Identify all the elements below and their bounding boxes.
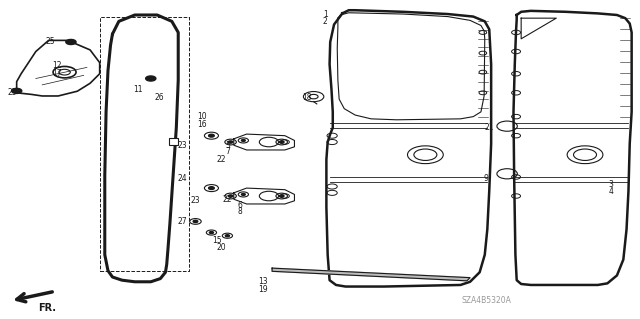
Text: 3: 3 xyxy=(608,181,613,189)
Text: 9: 9 xyxy=(484,174,488,183)
Text: 22: 22 xyxy=(223,195,232,204)
Circle shape xyxy=(241,139,245,141)
Text: 5: 5 xyxy=(225,141,230,150)
Text: 21: 21 xyxy=(484,123,494,132)
Text: 12: 12 xyxy=(52,61,61,70)
Text: 23: 23 xyxy=(178,141,188,150)
Circle shape xyxy=(241,194,245,196)
Circle shape xyxy=(193,220,198,223)
Polygon shape xyxy=(272,268,470,281)
Text: 1: 1 xyxy=(323,11,328,19)
Circle shape xyxy=(209,187,214,189)
Text: 27: 27 xyxy=(178,217,188,226)
Circle shape xyxy=(12,88,22,93)
Text: 2: 2 xyxy=(323,17,328,26)
Text: 22: 22 xyxy=(216,155,226,164)
Circle shape xyxy=(146,76,156,81)
Text: 4: 4 xyxy=(608,187,613,196)
Text: 25: 25 xyxy=(45,38,54,47)
Text: 10: 10 xyxy=(197,112,207,121)
Text: 16: 16 xyxy=(197,120,207,129)
FancyBboxPatch shape xyxy=(169,138,177,145)
Text: 23: 23 xyxy=(191,196,200,205)
Circle shape xyxy=(228,141,233,143)
Text: 26: 26 xyxy=(154,93,164,102)
Circle shape xyxy=(228,195,233,197)
Text: 6: 6 xyxy=(237,201,243,210)
Text: 24: 24 xyxy=(178,174,188,183)
Circle shape xyxy=(225,235,230,237)
Text: 17: 17 xyxy=(52,69,61,78)
Circle shape xyxy=(209,232,214,234)
Text: 8: 8 xyxy=(238,207,243,216)
Text: FR.: FR. xyxy=(38,303,56,313)
Text: 20: 20 xyxy=(216,243,226,252)
Text: 25: 25 xyxy=(8,88,17,97)
Text: 18: 18 xyxy=(303,93,312,102)
Text: 15: 15 xyxy=(212,236,221,245)
Text: SZA4B5320A: SZA4B5320A xyxy=(461,296,511,305)
Circle shape xyxy=(209,134,214,137)
Text: 11: 11 xyxy=(133,85,143,94)
Circle shape xyxy=(66,40,76,45)
Text: 13: 13 xyxy=(258,277,268,286)
Text: 19: 19 xyxy=(258,285,268,294)
Text: 7: 7 xyxy=(225,147,230,156)
Circle shape xyxy=(280,195,284,197)
Circle shape xyxy=(280,141,284,143)
